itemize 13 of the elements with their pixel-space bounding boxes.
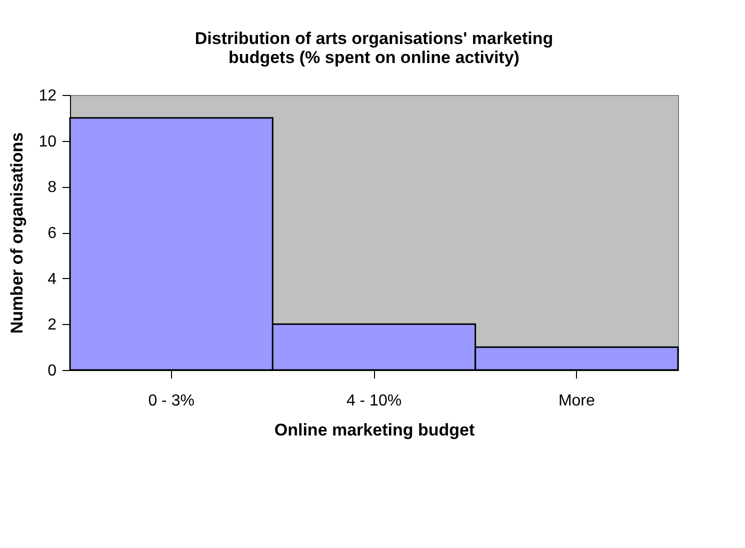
x-tick-label: More [558, 392, 595, 410]
y-tick-label: 0 [48, 362, 57, 380]
y-tick-label: 12 [38, 88, 57, 104]
y-tick-label: 6 [48, 225, 57, 242]
chart-title: Distribution of arts organisations' marketing budgets (% spent on online activity) [194, 29, 554, 67]
y-tick-label: 8 [48, 179, 57, 196]
y-tick-label: 4 [48, 270, 57, 288]
y-tick-label: 2 [48, 316, 57, 334]
y-tick-label: 10 [38, 133, 57, 150]
x-tick-label: 4 - 10% [346, 392, 402, 410]
x-tick-label: 0 - 3% [148, 392, 194, 410]
x-axis-title: Online marketing budget [274, 420, 475, 440]
y-axis-title: Number of organisations [8, 132, 27, 334]
